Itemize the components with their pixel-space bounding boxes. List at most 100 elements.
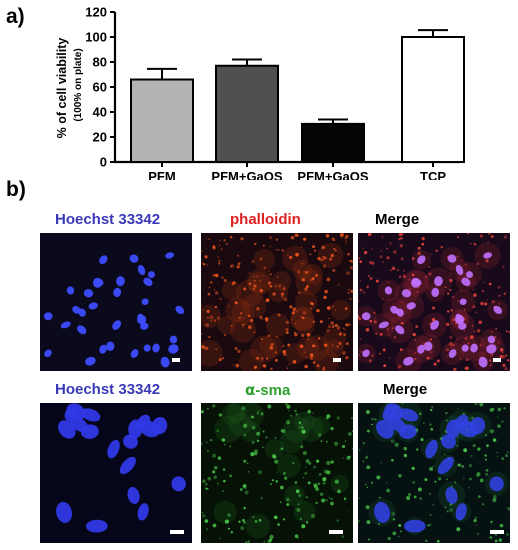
signal-speck xyxy=(358,354,361,356)
signal-speck xyxy=(386,482,388,484)
signal-speck xyxy=(358,449,361,451)
cell-body xyxy=(201,339,223,367)
signal-speck xyxy=(378,523,381,525)
signal-speck xyxy=(495,327,498,330)
signal-speck xyxy=(464,337,467,340)
signal-speck xyxy=(315,501,318,505)
signal-speck xyxy=(443,452,446,455)
signal-speck xyxy=(209,319,213,322)
signal-speck xyxy=(288,255,293,260)
nucleus xyxy=(116,276,125,287)
signal-speck xyxy=(334,479,339,484)
cell-body xyxy=(231,301,255,325)
signal-speck xyxy=(502,351,504,354)
signal-speck xyxy=(290,319,293,321)
signal-speck xyxy=(473,330,476,333)
nucleus xyxy=(171,476,186,492)
signal-speck xyxy=(272,455,277,459)
signal-speck xyxy=(267,334,271,338)
signal-speck xyxy=(304,287,308,291)
cell-body xyxy=(302,264,324,286)
signal-speck xyxy=(287,422,289,424)
signal-speck xyxy=(210,281,213,284)
signal-speck xyxy=(292,362,294,365)
signal-speck xyxy=(420,438,424,442)
signal-speck xyxy=(371,481,374,484)
signal-speck xyxy=(379,332,383,336)
nucleus xyxy=(430,320,440,330)
signal-speck xyxy=(343,333,346,336)
signal-speck xyxy=(275,336,278,338)
signal-speck xyxy=(388,334,390,336)
signal-speck xyxy=(280,292,285,296)
signal-speck xyxy=(366,429,370,433)
signal-speck xyxy=(328,324,330,326)
signal-speck xyxy=(471,455,473,457)
signal-speck xyxy=(362,441,365,445)
nucleus xyxy=(106,341,115,352)
signal-speck xyxy=(274,351,278,355)
nucleus xyxy=(486,344,497,354)
signal-speck xyxy=(270,367,273,371)
signal-speck xyxy=(365,505,370,510)
signal-speck xyxy=(457,407,459,410)
signal-speck xyxy=(378,496,381,499)
nucleus xyxy=(143,344,151,352)
cell-body xyxy=(284,485,305,506)
nucleus xyxy=(448,349,457,358)
nucleus xyxy=(455,503,467,521)
signal-speck xyxy=(259,288,263,293)
signal-speck xyxy=(247,314,251,318)
signal-speck xyxy=(333,239,336,242)
signal-speck xyxy=(254,449,258,454)
signal-speck xyxy=(292,461,295,465)
signal-speck xyxy=(375,332,378,335)
signal-speck xyxy=(263,266,267,270)
signal-speck xyxy=(330,253,335,258)
nucleus xyxy=(470,343,478,353)
signal-speck xyxy=(445,411,448,415)
nucleus xyxy=(81,408,101,422)
signal-speck xyxy=(207,407,209,410)
signal-speck xyxy=(398,536,400,538)
signal-speck xyxy=(488,282,492,286)
nucleus xyxy=(489,476,504,492)
cell-body xyxy=(264,439,285,459)
signal-speck xyxy=(508,331,510,333)
signal-speck xyxy=(313,465,316,469)
signal-speck xyxy=(479,403,484,407)
signal-speck xyxy=(412,481,416,485)
signal-speck xyxy=(505,330,508,333)
nucleus xyxy=(139,420,160,438)
signal-speck xyxy=(458,527,461,530)
signal-speck xyxy=(403,453,408,458)
signal-speck xyxy=(342,351,346,355)
signal-speck xyxy=(283,297,288,302)
signal-speck xyxy=(336,416,340,420)
signal-speck xyxy=(242,518,245,522)
signal-speck xyxy=(302,477,305,479)
signal-speck xyxy=(248,272,250,274)
signal-speck xyxy=(380,250,383,253)
signal-speck xyxy=(381,235,384,238)
nucleus xyxy=(119,456,136,475)
signal-speck xyxy=(212,245,215,248)
signal-speck xyxy=(275,471,278,473)
signal-speck xyxy=(317,482,320,485)
signal-speck xyxy=(253,331,256,334)
signal-speck xyxy=(417,251,421,256)
signal-speck xyxy=(371,354,374,357)
signal-speck xyxy=(326,460,331,466)
signal-speck xyxy=(222,468,226,471)
signal-speck xyxy=(300,316,303,319)
signal-speck xyxy=(318,473,322,476)
cell-body xyxy=(217,315,237,335)
signal-speck xyxy=(412,333,416,337)
signal-speck xyxy=(262,430,265,433)
cell-body xyxy=(239,403,264,428)
signal-speck xyxy=(397,269,399,271)
signal-speck xyxy=(398,364,402,369)
signal-speck xyxy=(300,425,304,430)
nucleus xyxy=(99,344,107,354)
signal-speck xyxy=(370,261,375,265)
